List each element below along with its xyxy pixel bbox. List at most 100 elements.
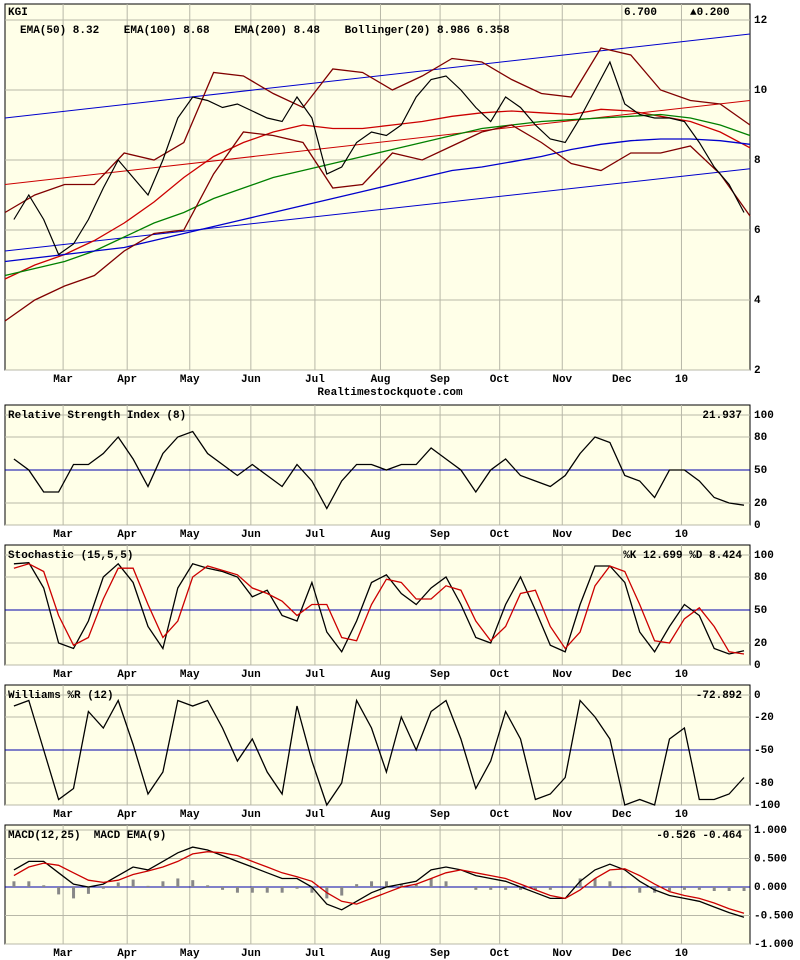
x-tick-label: Mar: [53, 948, 73, 960]
y-tick-label: 1.000: [754, 825, 787, 837]
histogram-bar: [638, 887, 642, 893]
readout: -72.892: [696, 690, 742, 702]
x-tick-label: Jun: [241, 374, 261, 386]
histogram-bar: [444, 881, 448, 887]
histogram-bar: [355, 884, 359, 887]
histogram-bar: [280, 887, 284, 893]
histogram-bar: [101, 887, 105, 889]
x-tick-label: Sep: [430, 669, 450, 681]
x-tick-label: May: [180, 809, 200, 821]
histogram-bar: [548, 887, 552, 890]
x-tick-label: Sep: [430, 529, 450, 541]
quote-value: ▲0.200: [690, 7, 730, 19]
y-tick-label: -1.000: [754, 939, 794, 951]
panel-frame: [4, 824, 751, 945]
histogram-bar: [399, 884, 403, 887]
histogram-bar: [429, 878, 433, 887]
legend-label: EMA(50): [20, 25, 66, 37]
x-tick-label: Apr: [117, 529, 137, 541]
x-tick-label: Dec: [612, 669, 632, 681]
legend-value: 8.986: [437, 25, 470, 37]
x-tick-label: Nov: [552, 529, 572, 541]
y-tick-label: 20: [754, 498, 767, 510]
moving-average: [4, 113, 751, 277]
histogram-bar: [623, 887, 627, 889]
x-tick-label: Nov: [552, 374, 572, 386]
x-tick-label: May: [180, 529, 200, 541]
x-tick-label: Nov: [552, 669, 572, 681]
y-tick-label: 80: [754, 432, 767, 444]
panel-title: Stochastic (15,5,5): [8, 550, 133, 562]
histogram-bar: [742, 887, 746, 891]
x-tick-label: Mar: [53, 809, 73, 821]
x-tick-label: Dec: [612, 529, 632, 541]
y-tick-label: 0.000: [754, 882, 787, 894]
x-tick-label: 10: [675, 948, 688, 960]
histogram-bar: [682, 887, 686, 890]
histogram-bar: [340, 887, 344, 896]
indicator-line: [13, 562, 745, 655]
x-tick-label: 10: [675, 529, 688, 541]
x-tick-label: May: [180, 374, 200, 386]
y-tick-label: -20: [754, 712, 774, 724]
indicator-line: [13, 563, 745, 655]
y-tick-label: 0: [754, 690, 761, 702]
histogram-bar: [533, 887, 537, 890]
y-tick-label: 4: [754, 295, 761, 307]
histogram-bar: [295, 887, 299, 889]
x-tick-label: 10: [675, 809, 688, 821]
y-tick-label: 0: [754, 660, 761, 672]
y-tick-label: 8: [754, 155, 761, 167]
x-tick-label: Jul: [305, 374, 325, 386]
histogram-bar: [161, 881, 165, 887]
x-tick-label: Aug: [371, 669, 391, 681]
trend-line: [4, 100, 751, 185]
x-tick-label: Oct: [490, 529, 510, 541]
x-tick-label: Jun: [241, 669, 261, 681]
histogram-bar: [727, 887, 731, 891]
indicator-line: [13, 698, 745, 807]
y-tick-label: 0: [754, 520, 761, 532]
trend-line: [4, 168, 751, 252]
indicator-line: [13, 430, 745, 510]
x-tick-label: Aug: [371, 948, 391, 960]
histogram-bar: [221, 887, 225, 890]
legend-label: EMA(200): [234, 25, 287, 37]
x-tick-label: Nov: [552, 809, 572, 821]
readout: -0.526: [656, 830, 696, 842]
histogram-bar: [250, 887, 254, 893]
legend-value: 6.358: [477, 25, 510, 37]
x-tick-label: 10: [675, 669, 688, 681]
x-tick-label: Jul: [305, 529, 325, 541]
legend-value: 8.48: [294, 25, 321, 37]
y-tick-label: 2: [754, 365, 761, 377]
x-tick-label: Jun: [241, 529, 261, 541]
histogram-bar: [519, 887, 523, 890]
readout: 8.424: [709, 550, 742, 562]
x-tick-label: May: [180, 948, 200, 960]
indicator-line: [13, 851, 745, 914]
legend-value: 8.68: [183, 25, 210, 37]
x-tick-label: Nov: [552, 948, 572, 960]
panel-title: Relative Strength Index (8): [8, 410, 186, 422]
histogram-bar: [370, 881, 374, 887]
x-tick-label: May: [180, 669, 200, 681]
trend-line: [4, 33, 751, 119]
y-tick-label: 100: [754, 550, 774, 562]
y-tick-label: 20: [754, 638, 767, 650]
histogram-bar: [176, 878, 180, 887]
y-tick-label: 100: [754, 410, 774, 422]
panel-frame: [4, 404, 751, 526]
histogram-bar: [489, 887, 493, 890]
histogram-bar: [668, 887, 672, 891]
y-tick-label: 12: [754, 15, 767, 27]
x-tick-label: 10: [675, 374, 688, 386]
y-tick-label: -50: [754, 745, 774, 757]
histogram-bar: [116, 882, 120, 887]
histogram-bar: [697, 887, 701, 890]
histogram-bar: [593, 878, 597, 887]
histogram-bar: [712, 887, 716, 891]
histogram-bar: [131, 879, 135, 887]
x-tick-label: Oct: [490, 809, 510, 821]
x-tick-label: Jul: [305, 809, 325, 821]
